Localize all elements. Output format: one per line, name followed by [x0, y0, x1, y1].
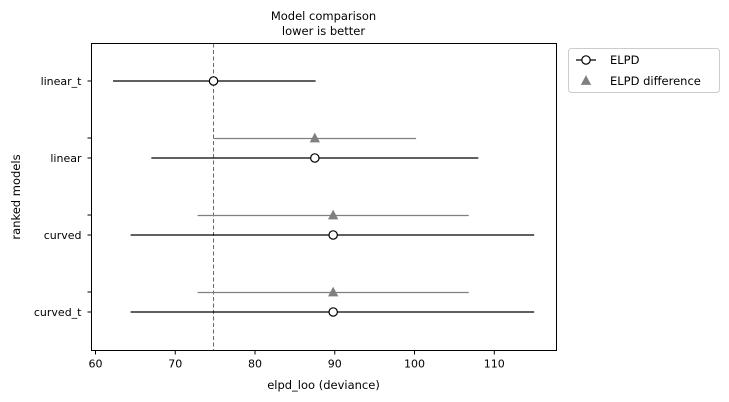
y-tick-label: linear: [50, 152, 82, 165]
elpd-point: [208, 76, 219, 86]
x-tick-label: 70: [168, 358, 182, 371]
legend-elpd-label: ELPD: [610, 53, 640, 67]
legend-difference-marker: [580, 75, 592, 85]
x-tick-label: 100: [404, 358, 425, 371]
legend-difference-label: ELPD difference: [610, 74, 701, 88]
chart-subtitle: lower is better: [282, 24, 365, 38]
x-tick-label: 90: [328, 358, 342, 371]
y-axis-label: ranked models: [9, 154, 23, 239]
legend-box: [568, 48, 720, 93]
x-tick-label: 80: [248, 358, 262, 371]
chart-title: Model comparison: [271, 9, 376, 23]
legend-elpd-marker: [581, 55, 591, 65]
y-tick-label: curved: [44, 229, 82, 242]
elpd-difference-point: [309, 132, 320, 143]
y-tick-label: curved_t: [34, 306, 82, 319]
x-tick-label: 60: [88, 358, 102, 371]
elpd-difference-point: [328, 286, 339, 297]
x-axis-label: elpd_loo (deviance): [267, 378, 380, 392]
elpd-point: [328, 230, 338, 240]
plot-frame: [91, 43, 557, 351]
y-tick-label: linear_t: [41, 75, 83, 88]
legend: ELPD ELPD difference: [568, 48, 720, 93]
x-tick-label: 110: [484, 358, 505, 371]
elpd-point: [328, 307, 338, 317]
elpd-point: [310, 153, 320, 163]
elpd-difference-point: [328, 209, 339, 220]
